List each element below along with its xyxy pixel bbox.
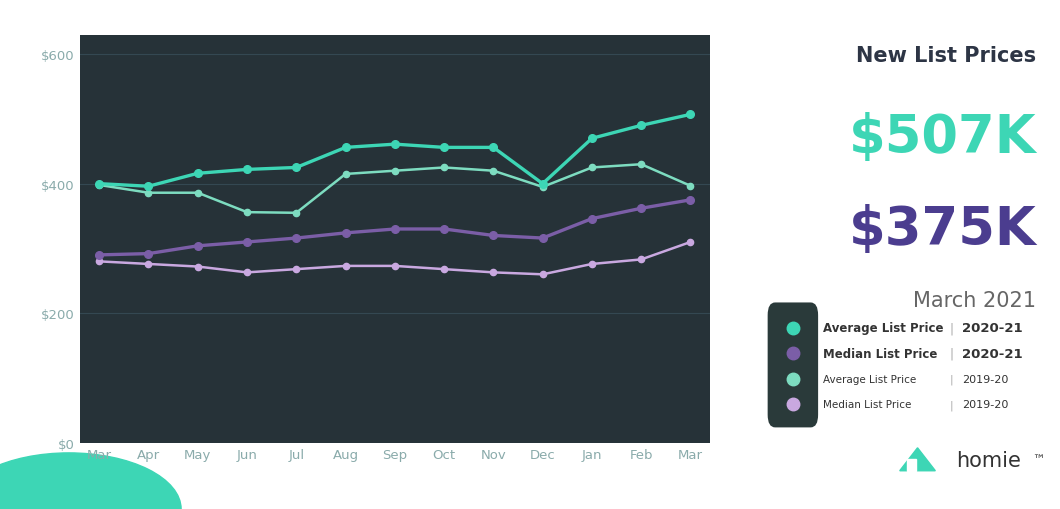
Text: $375K: $375K <box>848 204 1037 256</box>
Text: 2020-21: 2020-21 <box>962 322 1023 335</box>
Text: 2019-20: 2019-20 <box>962 400 1008 410</box>
Text: $309.9: $309.9 <box>718 236 764 249</box>
Text: homie: homie <box>956 449 1021 470</box>
FancyBboxPatch shape <box>767 303 818 428</box>
Polygon shape <box>900 448 935 471</box>
Text: |: | <box>950 374 954 384</box>
Text: 2020-21: 2020-21 <box>962 347 1023 360</box>
Text: $396.7: $396.7 <box>718 180 764 193</box>
Text: March 2021: March 2021 <box>914 290 1037 310</box>
Text: |: | <box>950 347 954 360</box>
Text: |: | <box>950 400 954 410</box>
Text: Average List Price: Average List Price <box>823 322 943 335</box>
Text: Median List Price: Median List Price <box>823 400 911 410</box>
Text: $375: $375 <box>718 194 752 207</box>
Text: $507: $507 <box>718 108 752 122</box>
Text: $507K: $507K <box>849 112 1037 164</box>
Polygon shape <box>907 459 916 471</box>
Text: Average List Price: Average List Price <box>823 374 916 384</box>
Text: 2019-20: 2019-20 <box>962 374 1008 384</box>
Text: |: | <box>950 322 954 335</box>
Text: New List Prices: New List Prices <box>856 46 1037 66</box>
Text: ™: ™ <box>1031 453 1044 466</box>
Text: Median List Price: Median List Price <box>823 347 937 360</box>
